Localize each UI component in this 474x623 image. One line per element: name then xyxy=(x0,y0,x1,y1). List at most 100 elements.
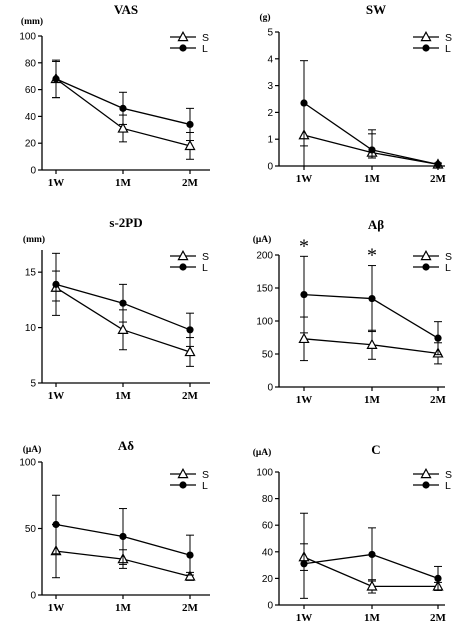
data-point-triangle xyxy=(298,332,310,344)
legend-label: L xyxy=(445,262,451,274)
data-point-circle xyxy=(300,99,308,107)
series-L xyxy=(52,494,194,576)
legend-marker-circle xyxy=(422,263,430,271)
chart-panel: Aδ (μA) 0 50 100 1W 1M 2M SL xyxy=(19,438,210,614)
y-unit-label: (μA) xyxy=(253,234,272,245)
y-tick-label: 5 xyxy=(30,379,36,390)
data-point-circle xyxy=(300,291,308,299)
legend-label: L xyxy=(202,43,208,55)
data-point-circle xyxy=(186,326,194,334)
legend-label: L xyxy=(445,43,451,55)
legend-marker-triangle xyxy=(177,249,189,261)
legend-label: S xyxy=(202,32,209,44)
data-point-circle xyxy=(368,146,376,154)
x-tick-label: 1M xyxy=(115,390,132,402)
y-tick-label: 100 xyxy=(19,458,36,469)
x-tick-label: 1M xyxy=(364,612,381,623)
data-point-circle xyxy=(52,280,60,288)
data-point-circle xyxy=(434,574,442,583)
chart-panel: Aβ (μA) 0 50 100 150 200 1W 1M 2M * * SL xyxy=(253,217,452,406)
legend-marker-circle xyxy=(179,481,187,489)
x-tick-label: 1W xyxy=(296,612,313,623)
y-tick-label: 0 xyxy=(267,383,273,394)
x-tick-label: 1M xyxy=(115,602,132,614)
x-tick-label: 1M xyxy=(364,173,381,185)
y-tick-label: 1 xyxy=(267,135,273,146)
data-point-triangle xyxy=(366,338,378,349)
data-point-circle xyxy=(119,104,127,112)
chart-title: Aδ xyxy=(118,438,134,453)
legend-marker-triangle xyxy=(177,467,189,479)
y-tick-label: 60 xyxy=(262,521,274,532)
x-tick-label: 1W xyxy=(296,394,313,406)
x-tick-label: 2M xyxy=(182,177,199,189)
data-point-circle xyxy=(368,294,376,303)
data-point-circle xyxy=(186,551,194,559)
data-point-triangle xyxy=(184,570,196,581)
legend: SL xyxy=(413,467,452,492)
y-tick-label: 20 xyxy=(262,574,274,585)
x-tick-label: 2M xyxy=(430,612,447,623)
legend-label: S xyxy=(445,469,452,481)
x-tick-label: 1W xyxy=(48,390,65,402)
y-tick-label: 10 xyxy=(25,323,37,334)
chart-panel: C (μA) 0 20 40 60 80 100 1W 1M 2M SL xyxy=(253,442,452,623)
y-unit-label: (g) xyxy=(259,12,270,23)
chart-title: SW xyxy=(366,2,386,17)
x-tick-label: 2M xyxy=(430,173,447,185)
series-L xyxy=(300,512,442,599)
x-tick-label: 2M xyxy=(182,390,199,402)
y-tick-label: 50 xyxy=(25,524,37,535)
chart-title: VAS xyxy=(114,2,138,17)
data-point-triangle xyxy=(184,139,196,151)
x-tick-label: 1M xyxy=(115,177,132,189)
data-point-circle xyxy=(119,532,127,541)
data-point-circle xyxy=(434,160,442,168)
y-tick-label: 100 xyxy=(256,317,273,328)
data-point-circle xyxy=(300,560,308,568)
legend-label: S xyxy=(445,251,452,263)
chart-title: C xyxy=(371,442,380,457)
y-unit-label: (mm) xyxy=(23,234,45,245)
y-tick-label: 5 xyxy=(267,28,273,39)
legend-marker-circle xyxy=(422,44,430,52)
series-L xyxy=(300,60,442,168)
legend-marker-triangle xyxy=(177,30,189,42)
y-tick-label: 0 xyxy=(267,162,273,173)
legend-marker-circle xyxy=(422,481,430,489)
significance-star: * xyxy=(299,235,309,257)
x-tick-label: 2M xyxy=(182,602,199,614)
chart-panel: s-2PD (mm) 5 10 15 1W 1M 2M SL xyxy=(23,215,210,402)
series-L xyxy=(300,255,442,356)
data-point-triangle xyxy=(117,323,129,334)
legend-label: L xyxy=(202,480,208,492)
legend: SL xyxy=(170,30,209,55)
legend: SL xyxy=(170,467,209,492)
series-L xyxy=(52,252,194,347)
y-tick-label: 15 xyxy=(25,268,37,279)
legend-label: L xyxy=(202,262,208,274)
chart-title: Aβ xyxy=(368,217,384,232)
series-S xyxy=(298,316,444,365)
chart-panel: SW (g) 0 1 2 3 4 5 1W 1M 2M SL xyxy=(259,2,452,185)
data-point-triangle xyxy=(184,345,196,357)
y-tick-label: 40 xyxy=(25,112,37,123)
legend-label: S xyxy=(202,251,209,263)
y-tick-label: 80 xyxy=(262,494,274,505)
y-tick-label: 0 xyxy=(30,166,36,177)
data-point-triangle xyxy=(366,580,378,591)
x-tick-label: 2M xyxy=(430,394,447,406)
y-tick-label: 80 xyxy=(25,58,37,69)
legend: SL xyxy=(413,249,452,274)
y-tick-label: 4 xyxy=(267,54,273,65)
series-L xyxy=(52,59,194,142)
x-tick-label: 1W xyxy=(48,177,65,189)
y-tick-label: 50 xyxy=(262,350,274,361)
data-point-circle xyxy=(368,550,376,559)
legend-marker-triangle xyxy=(420,467,432,479)
data-point-circle xyxy=(186,120,194,129)
y-unit-label: (μA) xyxy=(253,447,272,458)
legend-label: S xyxy=(202,469,209,481)
y-tick-label: 0 xyxy=(267,601,273,612)
